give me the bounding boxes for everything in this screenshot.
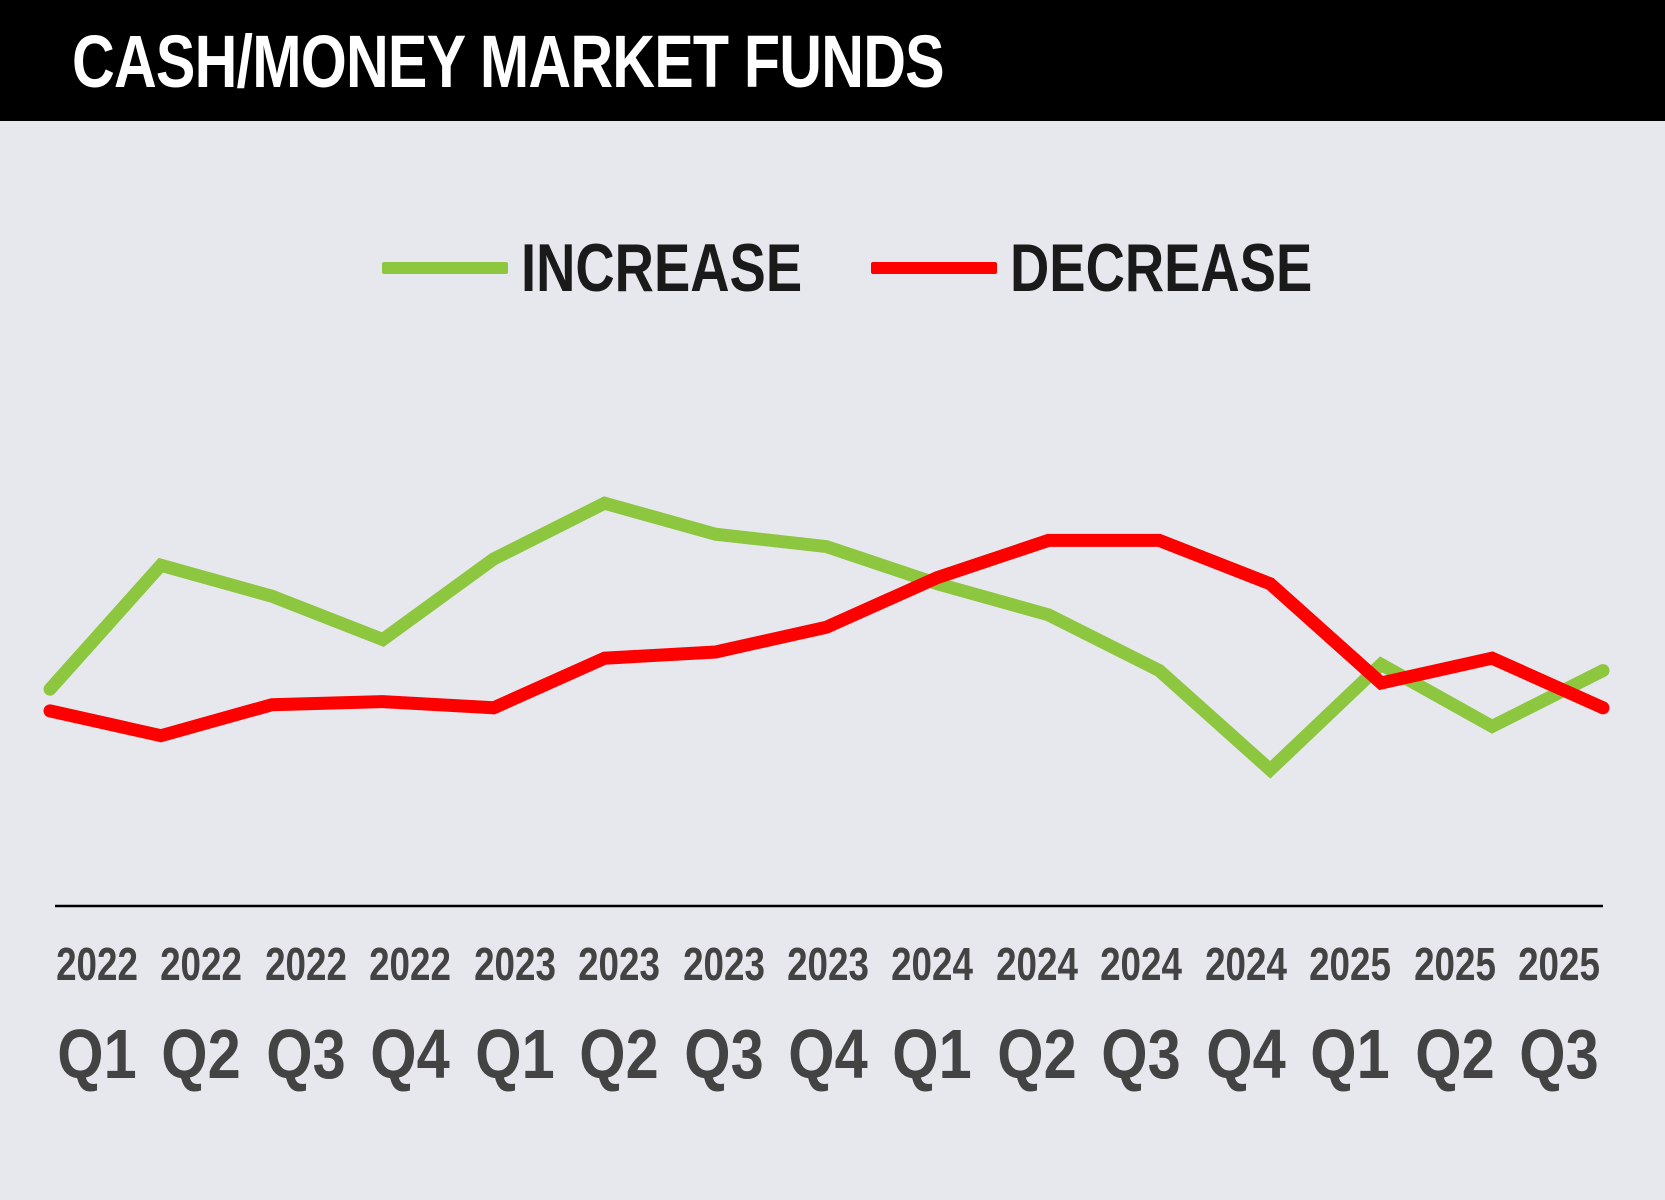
x-tick-quarter-3: Q4 [370,1015,450,1093]
x-tick-year-2: 2022 [264,938,347,990]
series-layer [43,496,1610,779]
x-tick-year-3: 2022 [369,938,452,990]
title-bar: CASH/MONEY MARKET FUNDS [0,0,1665,121]
x-tick-quarter-5: Q2 [579,1015,659,1093]
x-tick-year-1: 2022 [160,938,243,990]
x-tick-quarter-8: Q1 [892,1015,973,1093]
series-line-increase [43,496,1610,779]
x-tick-year-9: 2024 [995,938,1078,990]
legend-swatch-increase [382,262,508,274]
x-tick-year-5: 2023 [578,938,661,990]
legend-swatch-decrease [871,262,997,274]
x-tick-quarter-4: Q1 [475,1015,555,1093]
x-tick-quarter-0: Q1 [57,1015,137,1093]
x-tick-quarter-11: Q4 [1206,1015,1286,1093]
chart-title: CASH/MONEY MARKET FUNDS [72,20,945,103]
legend-label-decrease: DECREASE [1010,230,1313,306]
x-tick-quarter-1: Q2 [161,1015,242,1093]
x-tick-year-4: 2023 [473,938,556,990]
x-tick-quarter-10: Q3 [1101,1015,1181,1093]
x-tick-year-12: 2025 [1309,938,1392,990]
x-tick-year-7: 2023 [787,938,869,990]
x-tick-year-0: 2022 [56,938,138,990]
legend-label-increase: INCREASE [521,230,803,306]
x-tick-quarter-6: Q3 [683,1015,764,1093]
x-tick-year-8: 2024 [891,938,974,990]
x-tick-year-10: 2024 [1100,938,1183,990]
x-tick-year-6: 2023 [682,938,765,990]
x-tick-quarter-2: Q3 [266,1015,346,1093]
x-tick-quarter-12: Q1 [1310,1015,1390,1093]
x-tick-year-13: 2025 [1413,938,1496,990]
x-tick-year-11: 2024 [1204,938,1287,990]
x-tick-quarter-13: Q2 [1414,1015,1495,1093]
x-tick-year-14: 2025 [1518,938,1600,990]
x-tick-quarter-14: Q3 [1519,1015,1599,1093]
x-tick-quarter-9: Q2 [997,1015,1077,1093]
series-line-decrease [43,533,1610,743]
x-tick-quarter-7: Q4 [788,1015,868,1093]
